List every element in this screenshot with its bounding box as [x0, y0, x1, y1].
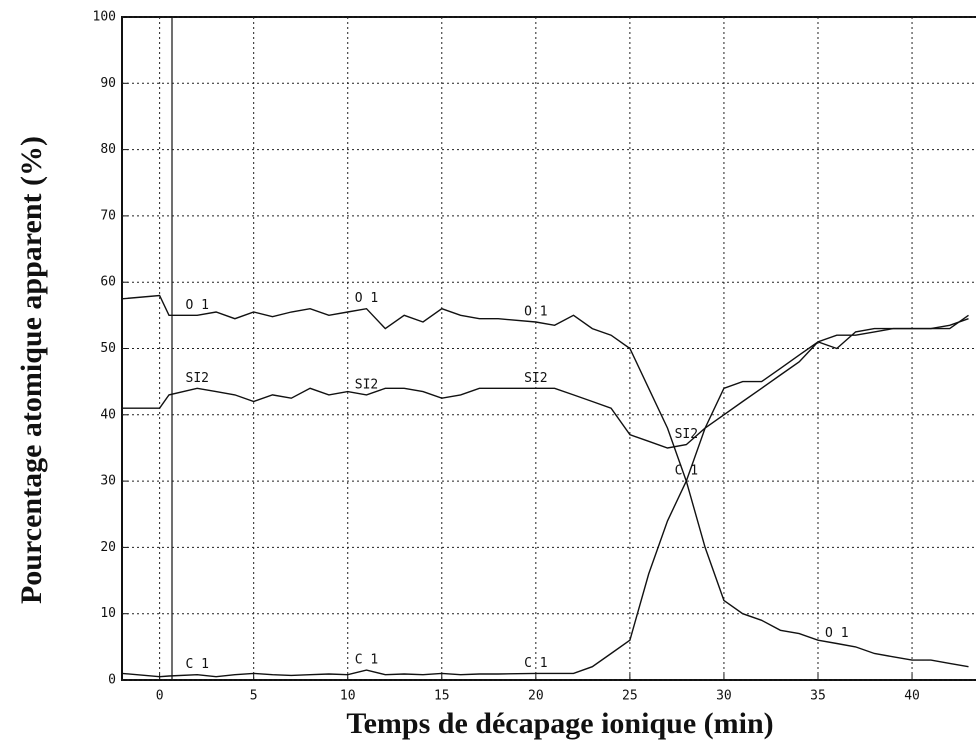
- series-label: C 1: [675, 464, 698, 479]
- y-tick-label: 40: [100, 407, 116, 422]
- y-tick-label: 30: [100, 474, 116, 489]
- series-label: C 1: [355, 653, 378, 668]
- x-tick-label: 30: [716, 689, 732, 704]
- x-tick-label: 40: [904, 689, 920, 704]
- y-tick-label: 10: [100, 606, 116, 621]
- series-label: O 1: [825, 626, 848, 641]
- x-tick-label: 25: [622, 689, 638, 704]
- series-label: SI2: [186, 371, 209, 386]
- y-tick-label: 0: [108, 673, 116, 688]
- series-line: [121, 294, 969, 668]
- y-tick-label: 50: [100, 341, 116, 356]
- y-tick-label: 100: [93, 10, 116, 25]
- series-label: C 1: [186, 657, 209, 672]
- y-tick-label: 60: [100, 275, 116, 290]
- series-label: SI2: [355, 377, 378, 392]
- y-tick-label: 90: [100, 76, 116, 91]
- x-tick-label: 15: [434, 689, 450, 704]
- series-label: SI2: [675, 427, 698, 442]
- series-label: O 1: [355, 291, 378, 306]
- y-axis-label: Pourcentage atomique apparent (%): [15, 136, 48, 604]
- x-axis-label: Temps de décapage ionique (min): [346, 707, 773, 740]
- series-line: [121, 314, 969, 678]
- series-label: SI2: [524, 371, 547, 386]
- y-tick-label: 80: [100, 142, 116, 157]
- x-tick-label: 0: [156, 689, 164, 704]
- series-label: O 1: [524, 304, 547, 319]
- y-tick-label: 20: [100, 540, 116, 555]
- x-tick-label: 20: [528, 689, 544, 704]
- series-label: C 1: [524, 656, 547, 671]
- x-tick-label: 10: [340, 689, 356, 704]
- y-tick-label: 70: [100, 208, 116, 223]
- series-label: O 1: [186, 298, 209, 313]
- series-line: [122, 318, 969, 449]
- x-tick-label: 35: [810, 689, 826, 704]
- x-tick-label: 5: [250, 689, 258, 704]
